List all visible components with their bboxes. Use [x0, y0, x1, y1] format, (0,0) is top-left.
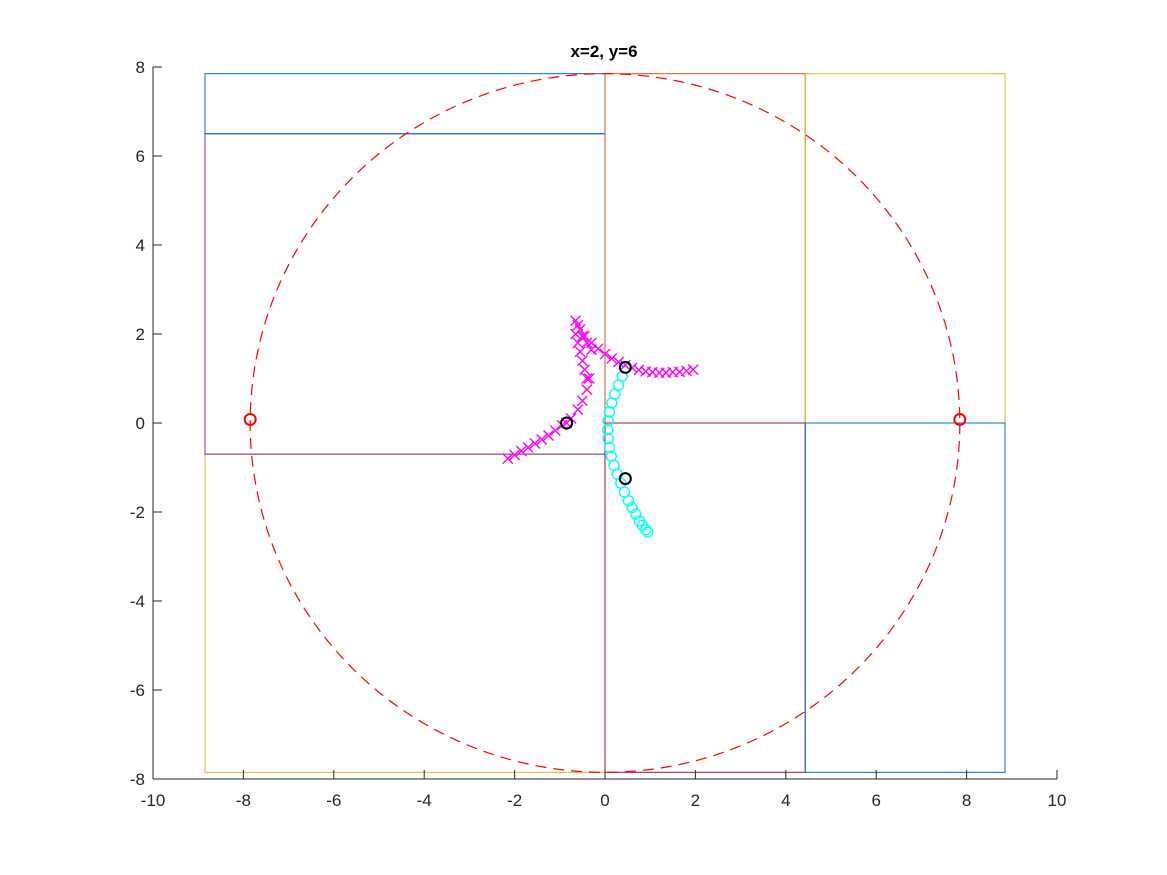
y-tick-label-4: 0	[136, 414, 145, 433]
chart-title: x=2, y=6	[570, 42, 637, 61]
series-3-point-8	[602, 432, 614, 445]
series-3-point-6	[602, 415, 614, 427]
series-0-point-11	[572, 404, 584, 416]
series-2-point-10	[633, 364, 645, 376]
series-2-point-5	[599, 348, 611, 360]
rectangles-layer	[204, 73, 1006, 773]
y-tick-label-3: -2	[130, 503, 145, 522]
series-2-point-6	[606, 352, 618, 364]
series-2-point-4	[592, 343, 604, 355]
dashed-circle	[249, 73, 961, 773]
special-point-2	[560, 416, 574, 430]
x-tick-label-9: 8	[962, 791, 971, 810]
special-point-3	[618, 360, 632, 374]
y-tick-label-1: -6	[130, 681, 145, 700]
region-rect-2	[204, 73, 606, 135]
series-1-point-8	[581, 337, 593, 349]
series-0-point-0	[502, 453, 514, 465]
axes: -10 -8 -6 -4 -2 0 2 4 6 8 10 -8 -6 -4 -2 0 2 4 6 8	[130, 58, 1067, 810]
x-tick-label-4: -2	[507, 791, 522, 810]
special-point-1	[953, 412, 967, 426]
x-tick-label-10: 10	[1048, 791, 1067, 810]
region-rect-0	[204, 453, 606, 773]
x-tick-label-2: -6	[326, 791, 341, 810]
series-2-point-1	[574, 324, 586, 336]
series-3-point-17	[630, 508, 642, 520]
series-0-point-6	[543, 429, 554, 441]
x-tick-label-1: -8	[236, 791, 251, 810]
y-tick-label-5: 2	[136, 325, 145, 344]
y-tick-label-8: 8	[136, 58, 145, 77]
series-3-point-15	[622, 495, 635, 507]
special-point-4	[618, 472, 632, 486]
series-3-point-7	[602, 423, 614, 436]
series-3-point-21	[642, 526, 654, 538]
circle-layer	[249, 73, 961, 773]
x-tick-label-0: -10	[141, 791, 166, 810]
series-0-point-13	[581, 384, 593, 396]
series-2-point-7	[613, 356, 625, 368]
series-0-point-12	[576, 395, 588, 407]
series-layer	[502, 315, 699, 538]
x-tick-label-3: -4	[417, 791, 432, 810]
series-2-point-17	[680, 365, 692, 377]
series-2-point-18	[687, 364, 699, 376]
x-tick-label-5: 0	[600, 791, 609, 810]
series-3-point-16	[626, 501, 638, 514]
series-2-point-0	[570, 315, 582, 327]
series-1-point-7	[576, 330, 588, 342]
region-rect-4	[804, 73, 1006, 424]
special-points-layer	[243, 360, 967, 486]
series-0-point-5	[536, 433, 548, 445]
series-0-point-7	[549, 425, 561, 437]
series-0-point-2	[515, 445, 527, 457]
series-0-point-14	[583, 373, 595, 384]
series-1-point-2	[576, 355, 588, 367]
region-rect-1	[204, 133, 606, 455]
x-tick-label-7: 4	[781, 791, 790, 810]
region-rect-6	[804, 422, 1006, 773]
series-1-point-3	[574, 346, 586, 358]
region-rect-5	[604, 422, 806, 773]
special-point-0	[243, 412, 257, 426]
series-1-point-1	[579, 364, 591, 376]
x-tick-label-8: 6	[871, 791, 880, 810]
y-tick-label-6: 4	[136, 236, 145, 255]
y-tick-label-2: -4	[130, 592, 145, 611]
series-3-point-5	[603, 406, 616, 418]
series-3-point-20	[639, 524, 652, 536]
y-tick-label-7: 6	[136, 147, 145, 166]
series-1-point-0	[581, 373, 593, 384]
series-3-point-9	[603, 441, 616, 454]
series-0-point-4	[529, 437, 541, 449]
x-tick-label-6: 2	[691, 791, 700, 810]
y-tick-label-0: -8	[130, 770, 145, 789]
series-0-point-3	[522, 441, 534, 453]
series-0-point-1	[509, 449, 521, 461]
series-2-point-3	[585, 337, 597, 349]
